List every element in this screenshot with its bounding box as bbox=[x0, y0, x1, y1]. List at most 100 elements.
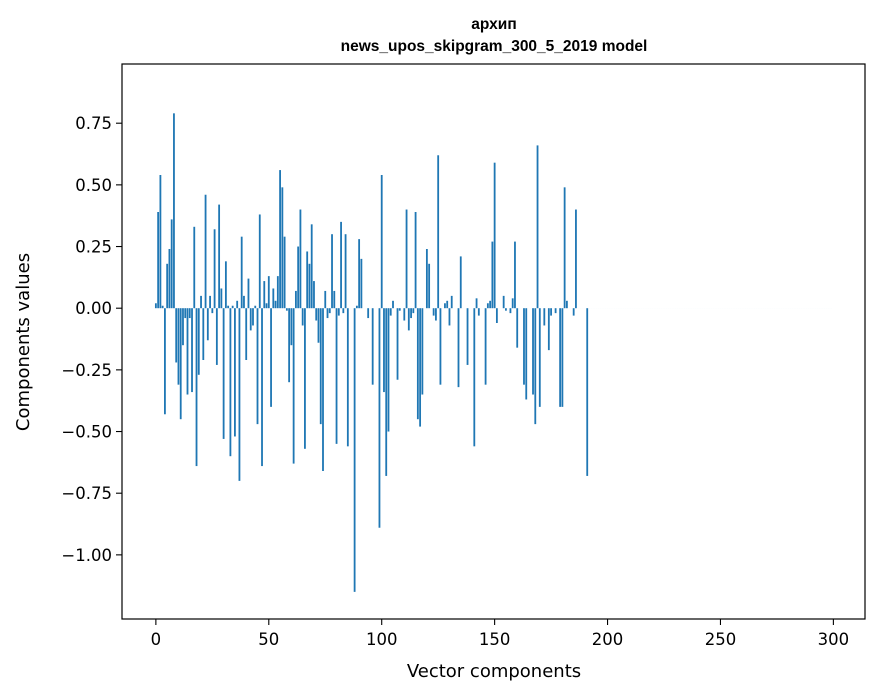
bar bbox=[414, 212, 417, 309]
bar bbox=[355, 305, 358, 309]
bar bbox=[419, 308, 422, 427]
bar bbox=[475, 298, 478, 309]
bar bbox=[245, 308, 248, 360]
bar bbox=[505, 308, 507, 311]
bar bbox=[161, 305, 164, 309]
y-tick-label: 0.25 bbox=[75, 238, 112, 257]
bar bbox=[563, 187, 566, 309]
bar bbox=[159, 175, 162, 309]
bar bbox=[263, 281, 266, 309]
bar bbox=[523, 308, 525, 385]
bar bbox=[326, 308, 329, 319]
chart-subtitle: news_upos_skipgram_300_5_2019 model bbox=[341, 38, 648, 55]
bar bbox=[466, 308, 469, 365]
bar bbox=[403, 308, 406, 321]
bar bbox=[276, 276, 279, 309]
bar bbox=[209, 295, 211, 309]
bar bbox=[324, 290, 327, 309]
bar bbox=[425, 249, 428, 309]
bar bbox=[188, 308, 191, 319]
x-tick-label: 50 bbox=[258, 630, 279, 649]
bar bbox=[206, 308, 209, 341]
bar bbox=[166, 263, 169, 309]
bar bbox=[317, 308, 320, 343]
x-tick-label: 0 bbox=[151, 630, 162, 649]
y-tick-label: −0.50 bbox=[61, 423, 112, 442]
bar bbox=[439, 308, 442, 385]
bar bbox=[236, 300, 239, 309]
bar bbox=[511, 298, 514, 309]
x-tick-label: 250 bbox=[705, 630, 737, 649]
bar bbox=[405, 209, 408, 309]
bar bbox=[231, 305, 234, 309]
x-tick-label: 100 bbox=[366, 630, 398, 649]
bar bbox=[543, 308, 546, 326]
bar bbox=[193, 226, 196, 309]
bar bbox=[283, 236, 286, 309]
bar bbox=[559, 308, 562, 407]
bar bbox=[279, 170, 281, 309]
x-tick-label: 200 bbox=[592, 630, 624, 649]
bar bbox=[322, 308, 324, 471]
bars-group bbox=[154, 113, 833, 592]
bar bbox=[538, 308, 541, 407]
bar bbox=[306, 251, 309, 309]
bar bbox=[342, 308, 345, 314]
bar bbox=[222, 308, 225, 439]
bar bbox=[267, 276, 270, 309]
bar bbox=[358, 239, 361, 309]
bar bbox=[229, 308, 232, 457]
bar bbox=[516, 308, 519, 348]
bar bbox=[396, 308, 399, 380]
bar bbox=[292, 308, 295, 464]
bar bbox=[254, 305, 257, 309]
x-tick-label: 300 bbox=[818, 630, 850, 649]
bar bbox=[387, 308, 390, 432]
bar bbox=[202, 308, 205, 360]
bar bbox=[561, 308, 564, 407]
bar bbox=[459, 256, 462, 309]
bar bbox=[224, 261, 227, 309]
y-tick-label: 0.75 bbox=[75, 114, 112, 133]
bar bbox=[383, 308, 385, 393]
bar bbox=[353, 308, 356, 592]
bar bbox=[340, 221, 342, 309]
bar bbox=[270, 308, 272, 407]
bar bbox=[432, 308, 435, 316]
bar bbox=[328, 308, 331, 314]
bar bbox=[421, 308, 424, 395]
bar bbox=[319, 308, 322, 425]
bar bbox=[412, 308, 415, 314]
y-tick-label: −0.75 bbox=[61, 484, 112, 503]
bar bbox=[213, 229, 216, 309]
bar bbox=[554, 308, 557, 314]
bar bbox=[428, 263, 431, 309]
bar bbox=[182, 308, 184, 346]
bar bbox=[575, 209, 577, 309]
bar bbox=[435, 308, 437, 321]
bar bbox=[525, 308, 528, 400]
bar bbox=[444, 303, 446, 309]
bar bbox=[534, 308, 537, 425]
x-axis-label: Vector components bbox=[407, 661, 581, 682]
bar bbox=[565, 300, 568, 309]
bar bbox=[175, 308, 178, 363]
bar bbox=[385, 308, 388, 476]
bar bbox=[301, 308, 304, 326]
bar bbox=[215, 308, 218, 365]
bar bbox=[249, 308, 252, 331]
bar bbox=[437, 155, 440, 309]
x-axis-ticks: 0 50 100 150 200 250 300 bbox=[151, 619, 850, 649]
bar bbox=[367, 308, 370, 319]
bar bbox=[243, 295, 245, 309]
bar bbox=[484, 308, 487, 385]
bar bbox=[550, 308, 552, 316]
bar bbox=[265, 303, 268, 309]
y-axis-ticks: 0.75 0.50 0.25 0.00 −0.25 −0.50 −0.75 −1.00 bbox=[61, 114, 122, 565]
bar bbox=[247, 278, 250, 309]
bar bbox=[331, 234, 333, 309]
bar bbox=[299, 209, 302, 309]
bar bbox=[337, 308, 340, 316]
bar bbox=[272, 288, 275, 309]
bar bbox=[509, 308, 512, 314]
